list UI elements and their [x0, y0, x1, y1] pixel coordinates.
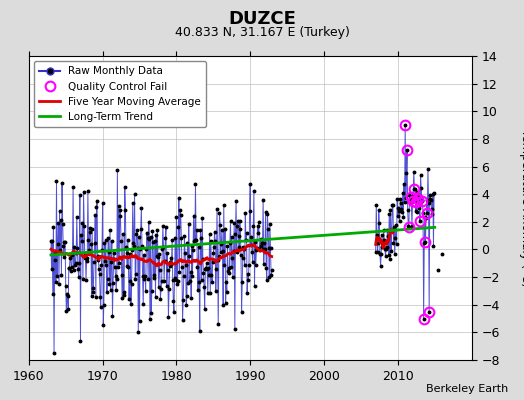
Y-axis label: Temperature Anomaly (°C): Temperature Anomaly (°C): [519, 129, 524, 287]
Legend: Raw Monthly Data, Quality Control Fail, Five Year Moving Average, Long-Term Tren: Raw Monthly Data, Quality Control Fail, …: [34, 61, 206, 127]
Text: 40.833 N, 31.167 E (Turkey): 40.833 N, 31.167 E (Turkey): [174, 26, 350, 39]
Text: DUZCE: DUZCE: [228, 10, 296, 28]
Text: Berkeley Earth: Berkeley Earth: [426, 384, 508, 394]
